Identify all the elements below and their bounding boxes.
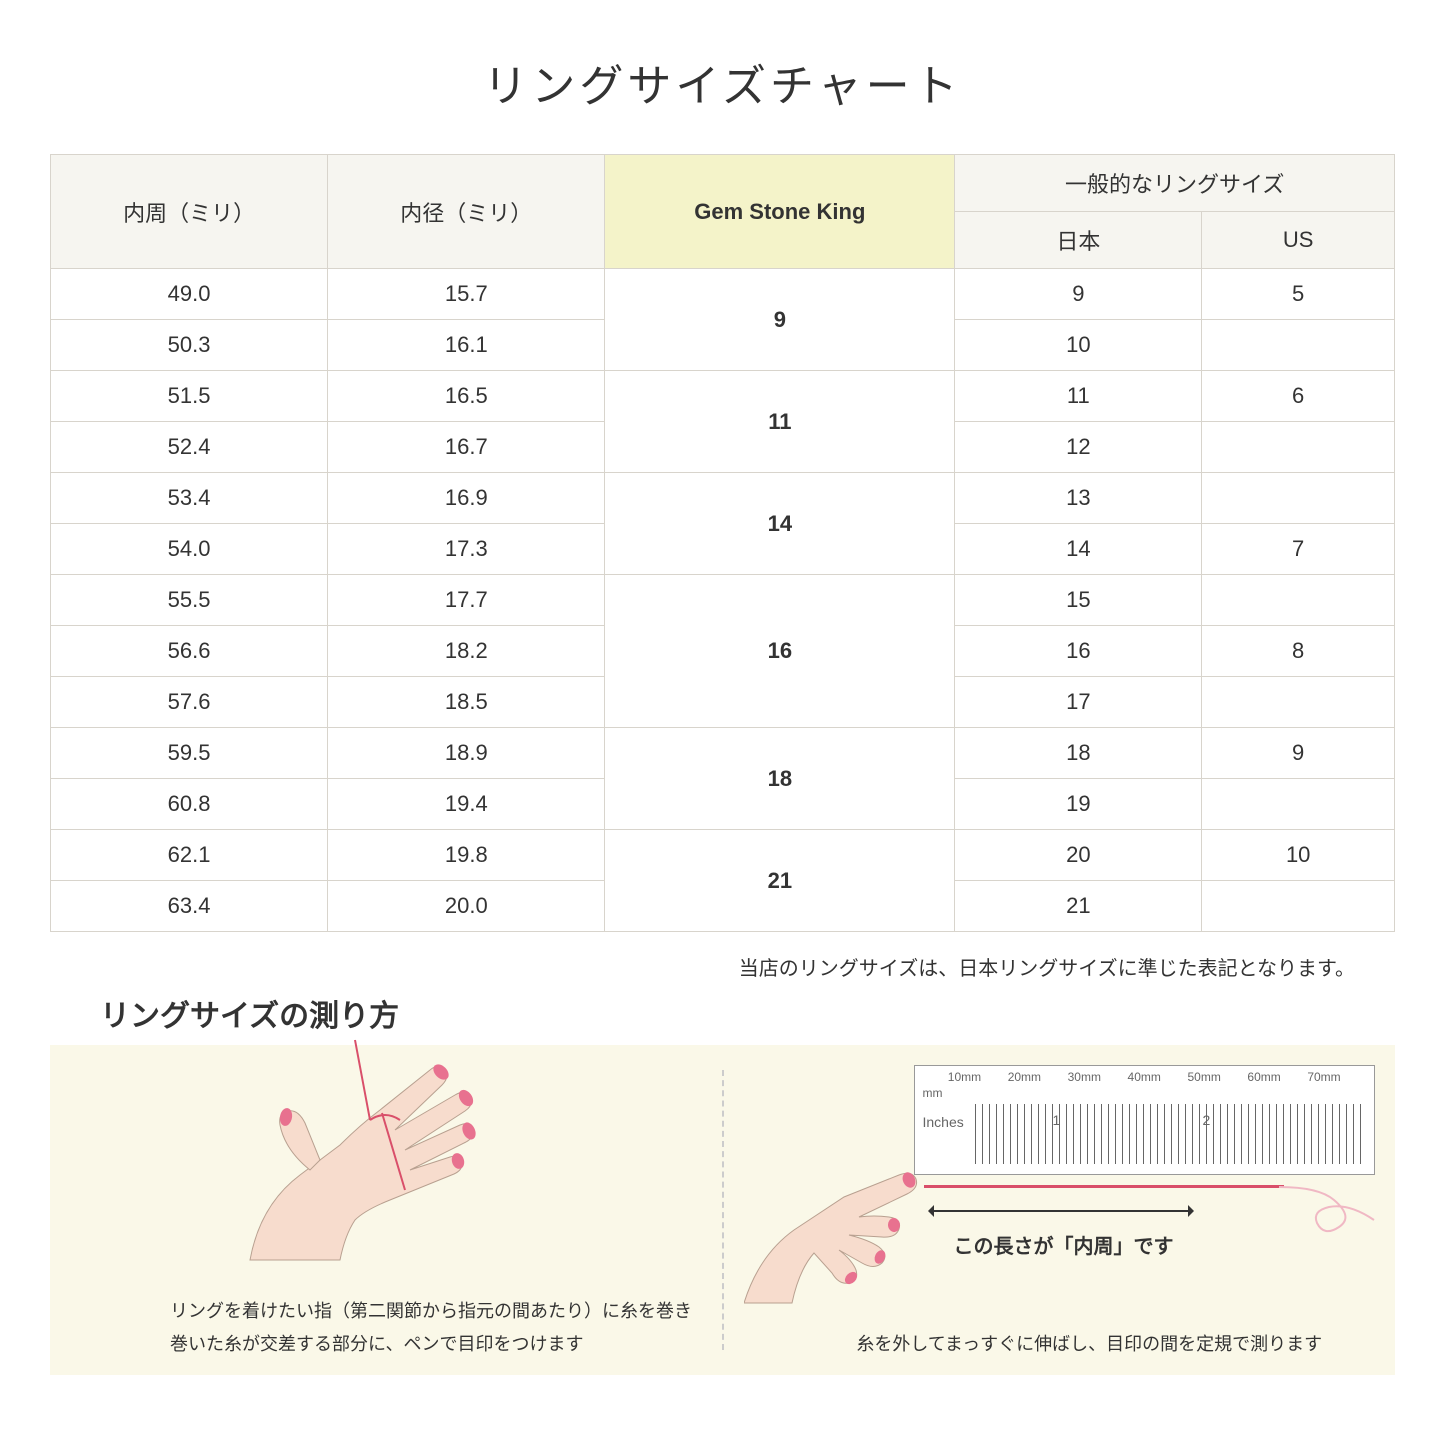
table-row: 59.518.918189 — [51, 728, 1395, 779]
cell-jp: 14 — [955, 524, 1202, 575]
ruler-mm-mark: 20mm — [1008, 1070, 1041, 1084]
ruler-inches-label: Inches — [923, 1114, 964, 1130]
th-diameter: 内径（ミリ） — [328, 155, 605, 269]
cell-us: 8 — [1202, 626, 1395, 677]
cell-gsk: 18 — [605, 728, 955, 830]
th-japan: 日本 — [955, 212, 1202, 269]
right-caption: 糸を外してまっすぐに伸ばし、目印の間を定規で測ります — [804, 1328, 1376, 1360]
cell-jp: 19 — [955, 779, 1202, 830]
ruler-mm-mark: 10mm — [948, 1070, 981, 1084]
cell-gsk: 14 — [605, 473, 955, 575]
cell-circ: 55.5 — [51, 575, 328, 626]
thread-line — [924, 1185, 1284, 1188]
hand-illustration-2 — [744, 1125, 924, 1305]
cell-circ: 57.6 — [51, 677, 328, 728]
cell-dia: 19.4 — [328, 779, 605, 830]
th-general: 一般的なリングサイズ — [955, 155, 1395, 212]
cell-circ: 51.5 — [51, 371, 328, 422]
cell-dia: 18.9 — [328, 728, 605, 779]
cell-jp: 20 — [955, 830, 1202, 881]
table-row: 55.517.71615 — [51, 575, 1395, 626]
cell-jp: 13 — [955, 473, 1202, 524]
cell-jp: 9 — [955, 269, 1202, 320]
cell-jp: 21 — [955, 881, 1202, 932]
cell-dia: 16.5 — [328, 371, 605, 422]
cell-dia: 18.2 — [328, 626, 605, 677]
cell-jp: 15 — [955, 575, 1202, 626]
howto-right: 10mm 20mm 30mm 40mm 50mm 60mm 70mm mm Inches 1… — [724, 1045, 1396, 1375]
cell-dia: 19.8 — [328, 830, 605, 881]
cell-jp: 10 — [955, 320, 1202, 371]
cell-us — [1202, 473, 1395, 524]
cell-jp: 17 — [955, 677, 1202, 728]
arrow-label: この長さが「内周」です — [924, 1230, 1204, 1259]
th-circumference: 内周（ミリ） — [51, 155, 328, 269]
cell-us — [1202, 320, 1395, 371]
cell-dia: 16.1 — [328, 320, 605, 371]
table-row: 62.119.8212010 — [51, 830, 1395, 881]
cell-circ: 49.0 — [51, 269, 328, 320]
cell-us: 6 — [1202, 371, 1395, 422]
cell-us — [1202, 779, 1395, 830]
measure-arrow — [932, 1210, 1190, 1212]
ruler-mm-mark: 70mm — [1307, 1070, 1340, 1084]
cell-us: 10 — [1202, 830, 1395, 881]
cell-jp: 11 — [955, 371, 1202, 422]
cell-dia: 18.5 — [328, 677, 605, 728]
cell-circ: 53.4 — [51, 473, 328, 524]
cell-jp: 16 — [955, 626, 1202, 677]
left-caption-line2: 巻いた糸が交差する部分に、ペンで目印をつけます — [170, 1328, 702, 1360]
th-us: US — [1202, 212, 1395, 269]
cell-jp: 12 — [955, 422, 1202, 473]
ruler-inch-1: 1 — [1053, 1112, 1061, 1128]
cell-circ: 50.3 — [51, 320, 328, 371]
cell-dia: 16.7 — [328, 422, 605, 473]
ruler-mm-mark: 40mm — [1128, 1070, 1161, 1084]
cell-circ: 62.1 — [51, 830, 328, 881]
cell-dia: 17.3 — [328, 524, 605, 575]
left-caption-line1: リングを着けたい指（第二関節から指元の間あたり）に糸を巻き — [170, 1295, 702, 1327]
cell-gsk: 16 — [605, 575, 955, 728]
howto-panel: リングを着けたい指（第二関節から指元の間あたり）に糸を巻き 巻いた糸が交差する部… — [50, 1045, 1395, 1375]
table-row: 51.516.511116 — [51, 371, 1395, 422]
ruler-mm-label: mm — [923, 1086, 943, 1100]
cell-us — [1202, 677, 1395, 728]
note-text: 当店のリングサイズは、日本リングサイズに準じた表記となります。 — [50, 952, 1355, 981]
thread-curl — [1279, 1165, 1379, 1245]
ring-size-table: 内周（ミリ） 内径（ミリ） Gem Stone King 一般的なリングサイズ … — [50, 154, 1395, 932]
cell-us — [1202, 422, 1395, 473]
left-caption: リングを着けたい指（第二関節から指元の間あたり）に糸を巻き 巻いた糸が交差する部… — [170, 1295, 702, 1360]
cell-dia: 15.7 — [328, 269, 605, 320]
cell-gsk: 21 — [605, 830, 955, 932]
cell-gsk: 9 — [605, 269, 955, 371]
cell-circ: 63.4 — [51, 881, 328, 932]
cell-circ: 59.5 — [51, 728, 328, 779]
ruler-inch-2: 2 — [1203, 1112, 1211, 1128]
cell-us: 7 — [1202, 524, 1395, 575]
cell-us: 9 — [1202, 728, 1395, 779]
hand-illustration-1 — [210, 1025, 510, 1265]
table-row: 53.416.91413 — [51, 473, 1395, 524]
ruler-mm-mark: 30mm — [1068, 1070, 1101, 1084]
ruler-mm-mark: 50mm — [1187, 1070, 1220, 1084]
cell-circ: 60.8 — [51, 779, 328, 830]
cell-dia: 16.9 — [328, 473, 605, 524]
table-row: 49.015.7995 — [51, 269, 1395, 320]
cell-jp: 18 — [955, 728, 1202, 779]
ruler-mm-mark: 60mm — [1247, 1070, 1280, 1084]
cell-circ: 52.4 — [51, 422, 328, 473]
howto-left: リングを着けたい指（第二関節から指元の間あたり）に糸を巻き 巻いた糸が交差する部… — [50, 1045, 722, 1375]
cell-us — [1202, 575, 1395, 626]
cell-us — [1202, 881, 1395, 932]
cell-dia: 17.7 — [328, 575, 605, 626]
cell-circ: 54.0 — [51, 524, 328, 575]
th-gsk: Gem Stone King — [605, 155, 955, 269]
ruler-illustration: 10mm 20mm 30mm 40mm 50mm 60mm 70mm mm Inches 1… — [914, 1065, 1376, 1175]
page-title: リングサイズチャート — [50, 50, 1395, 114]
cell-dia: 20.0 — [328, 881, 605, 932]
cell-circ: 56.6 — [51, 626, 328, 677]
cell-gsk: 11 — [605, 371, 955, 473]
cell-us: 5 — [1202, 269, 1395, 320]
